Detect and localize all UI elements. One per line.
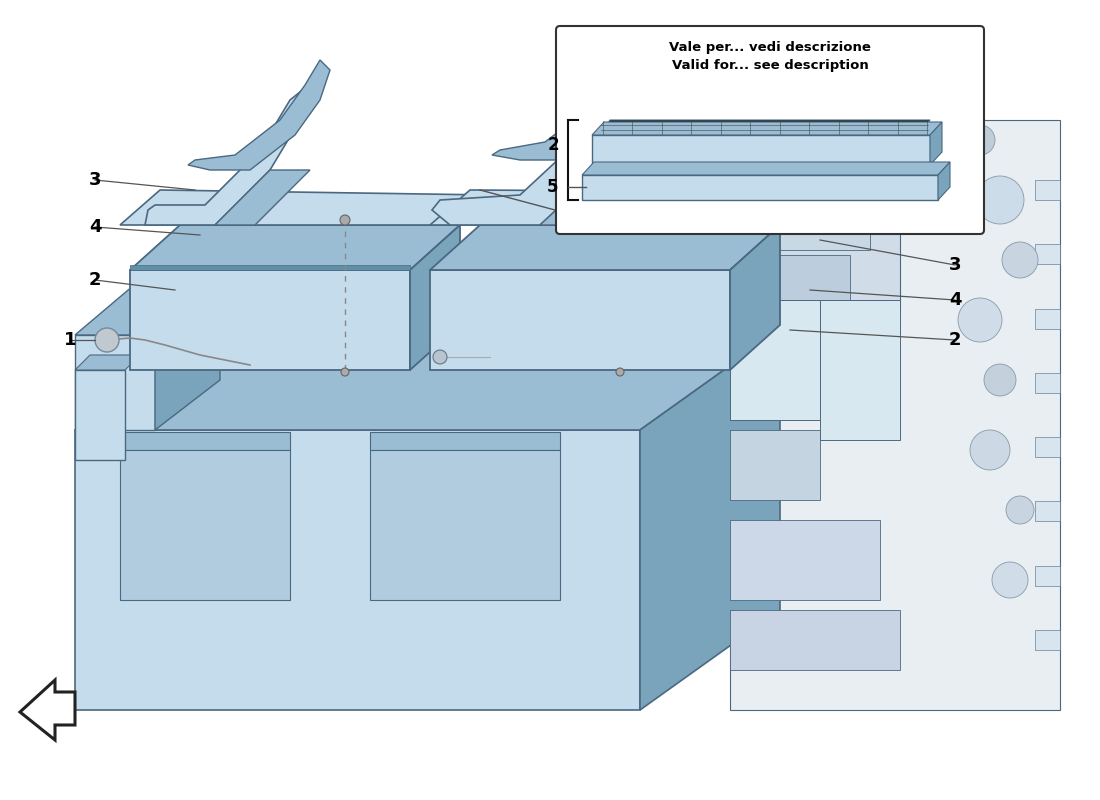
Polygon shape (1035, 309, 1060, 329)
Polygon shape (120, 190, 490, 225)
Text: 4: 4 (948, 291, 961, 309)
Text: 2: 2 (948, 331, 961, 349)
Circle shape (340, 215, 350, 225)
Polygon shape (730, 610, 900, 670)
Polygon shape (730, 430, 820, 500)
Circle shape (1006, 496, 1034, 524)
Polygon shape (370, 450, 560, 600)
Polygon shape (188, 60, 330, 170)
Polygon shape (75, 430, 640, 710)
Polygon shape (730, 310, 800, 360)
Text: 2: 2 (89, 271, 101, 289)
Circle shape (616, 368, 624, 376)
Text: 2: 2 (547, 136, 559, 154)
Polygon shape (370, 432, 560, 450)
Polygon shape (730, 120, 1060, 710)
Polygon shape (592, 122, 942, 135)
Text: a passion for cars since 1985: a passion for cars since 1985 (204, 627, 636, 653)
Circle shape (433, 350, 447, 364)
Polygon shape (214, 170, 310, 225)
Text: 3: 3 (89, 171, 101, 189)
Polygon shape (1035, 437, 1060, 457)
Text: 3: 3 (948, 256, 961, 274)
Circle shape (958, 298, 1002, 342)
Circle shape (341, 368, 349, 376)
Text: 5: 5 (548, 178, 559, 196)
Polygon shape (120, 432, 290, 450)
Polygon shape (582, 175, 938, 200)
Polygon shape (130, 225, 460, 270)
Polygon shape (75, 355, 140, 370)
Polygon shape (410, 225, 460, 370)
Polygon shape (730, 210, 870, 250)
Polygon shape (1035, 630, 1060, 650)
Polygon shape (75, 280, 220, 335)
Circle shape (976, 176, 1024, 224)
Text: 1985: 1985 (789, 375, 1011, 485)
Polygon shape (640, 330, 780, 710)
Circle shape (970, 430, 1010, 470)
Polygon shape (592, 135, 930, 165)
Polygon shape (75, 335, 155, 430)
Polygon shape (730, 300, 830, 420)
Circle shape (984, 364, 1016, 396)
Polygon shape (540, 160, 650, 225)
Polygon shape (20, 680, 75, 740)
Text: 1: 1 (64, 331, 76, 349)
Polygon shape (1035, 373, 1060, 393)
Polygon shape (432, 60, 660, 225)
Polygon shape (600, 120, 930, 135)
Polygon shape (130, 265, 410, 270)
Circle shape (1002, 242, 1038, 278)
Text: 4: 4 (89, 218, 101, 236)
Polygon shape (1035, 566, 1060, 586)
Polygon shape (730, 520, 880, 600)
Polygon shape (430, 270, 730, 370)
Polygon shape (75, 330, 780, 430)
Polygon shape (120, 450, 290, 600)
Polygon shape (130, 270, 410, 370)
Text: Valid for... see description: Valid for... see description (672, 58, 868, 71)
Polygon shape (430, 225, 780, 270)
Circle shape (965, 125, 996, 155)
Polygon shape (145, 80, 320, 225)
Circle shape (95, 328, 119, 352)
Polygon shape (155, 280, 220, 430)
Text: es: es (727, 202, 993, 418)
Polygon shape (730, 200, 900, 310)
Polygon shape (938, 162, 950, 200)
Polygon shape (730, 255, 850, 300)
Polygon shape (930, 122, 942, 165)
Polygon shape (1035, 180, 1060, 200)
Polygon shape (1035, 502, 1060, 522)
Text: el: el (117, 352, 343, 568)
FancyBboxPatch shape (556, 26, 984, 234)
Polygon shape (1035, 244, 1060, 264)
Polygon shape (730, 375, 780, 420)
Polygon shape (75, 370, 125, 460)
Circle shape (615, 215, 625, 225)
Polygon shape (430, 190, 810, 225)
Polygon shape (582, 162, 950, 175)
Polygon shape (820, 300, 900, 440)
Polygon shape (492, 35, 660, 160)
Polygon shape (730, 225, 780, 370)
Text: Vale per... vedi descrizione: Vale per... vedi descrizione (669, 42, 871, 54)
Circle shape (992, 562, 1028, 598)
